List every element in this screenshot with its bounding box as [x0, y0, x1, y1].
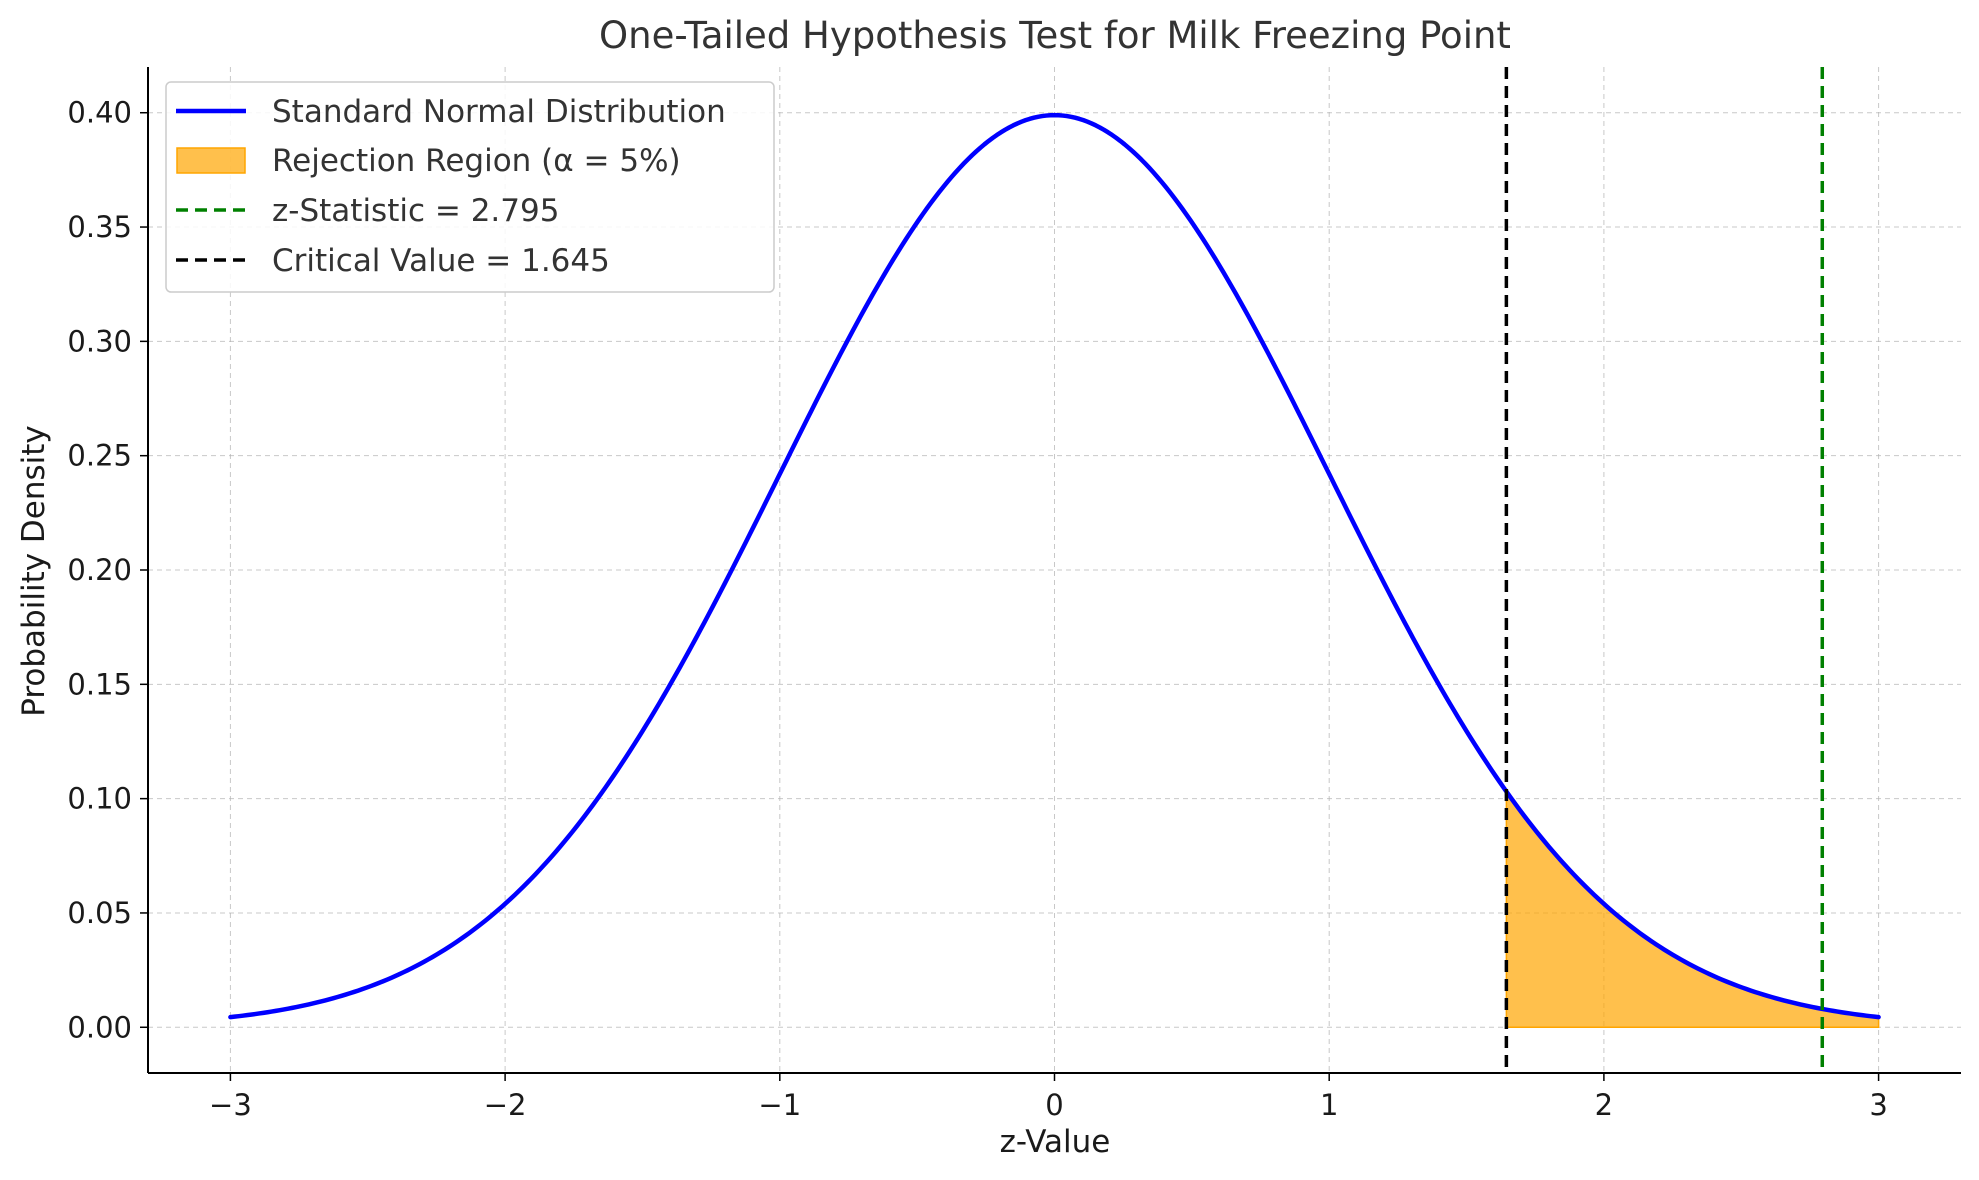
x-tick-label: 0	[1045, 1088, 1063, 1122]
y-tick-label: 0.25	[67, 439, 132, 473]
y-tick-label: 0.05	[67, 896, 132, 930]
vertical-lines-layer	[1504, 67, 1825, 1073]
y-tick-label: 0.35	[67, 210, 132, 244]
x-tick-label: −2	[484, 1088, 527, 1122]
legend: Standard Normal Distribution Rejection R…	[165, 81, 775, 293]
tick-labels: −3 −2 −1 0 1 2 3 0.00 0.05 0.10 0.15 0.20 0.25 0.30 0.…	[67, 96, 1887, 1122]
curve-layer	[228, 112, 1881, 1020]
legend-label-critical-value: Critical Value = 1.645	[272, 243, 610, 279]
normal-distribution-curve	[228, 112, 1881, 1020]
y-axis-label: Probability Density	[16, 425, 52, 717]
x-tick-label: −3	[209, 1088, 252, 1122]
x-tick-label: −1	[758, 1088, 801, 1122]
legend-label-rejection-region: Rejection Region (α = 5%)	[272, 143, 681, 179]
chart-title: One-Tailed Hypothesis Test for Milk Free…	[599, 14, 1511, 57]
y-tick-label: 0.20	[67, 553, 132, 587]
y-tick-label: 0.40	[67, 96, 132, 130]
legend-label-normal-curve: Standard Normal Distribution	[272, 94, 726, 130]
y-tick-label: 0.10	[67, 782, 132, 816]
x-tick-label: 2	[1595, 1088, 1613, 1122]
legend-label-z-statistic: z-Statistic = 2.795	[272, 193, 559, 229]
x-tick-label: 3	[1869, 1088, 1887, 1122]
y-tick-label: 0.30	[67, 324, 132, 358]
y-tick-label: 0.15	[67, 667, 132, 701]
y-tick-label: 0.00	[67, 1010, 132, 1044]
x-axis-label: z-Value	[1000, 1124, 1111, 1160]
legend-box	[165, 81, 775, 293]
legend-swatch-rejection-region	[176, 147, 246, 174]
x-tick-label: 1	[1320, 1088, 1338, 1122]
